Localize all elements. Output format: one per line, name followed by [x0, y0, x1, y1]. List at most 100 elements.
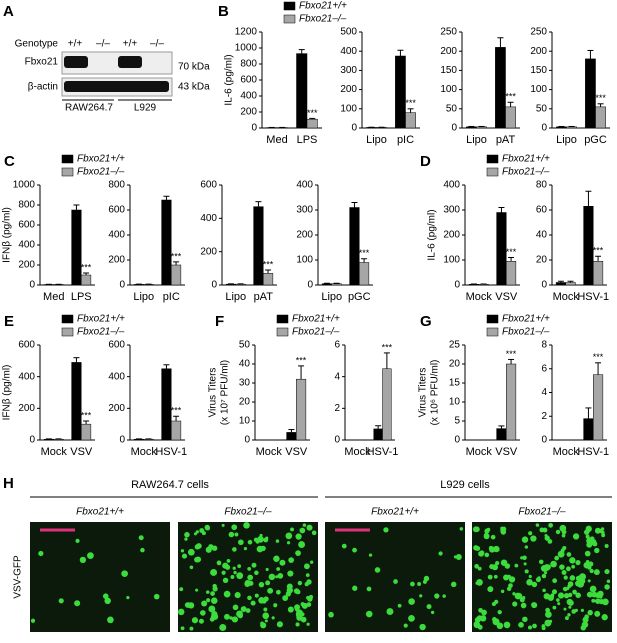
x-tick-label: Lipo [133, 291, 154, 303]
y-tick-label: 600 [18, 340, 35, 351]
cell [575, 609, 578, 612]
cell [607, 580, 611, 584]
x-tick-label: VSV [495, 446, 518, 458]
genotype: Fbxo21+/+ [76, 507, 124, 518]
cell [107, 617, 114, 624]
cell [605, 544, 609, 548]
legend-label: Fbxo21–/– [502, 327, 550, 338]
cell [231, 524, 237, 530]
cell [206, 547, 212, 553]
cell [515, 593, 522, 600]
cell [562, 534, 566, 538]
y-tick-label: 150 [440, 65, 457, 76]
bar [506, 364, 516, 440]
y-tick-label: 600 [108, 205, 125, 216]
cell [295, 622, 299, 626]
y-tick-label: 200 [108, 403, 125, 414]
cell [75, 539, 79, 543]
cell [525, 545, 528, 548]
bar [171, 421, 181, 440]
panel-label: H [3, 475, 14, 492]
cell [235, 592, 241, 598]
cell [597, 591, 603, 597]
x-tick-label: Lipo [556, 134, 577, 146]
image [30, 522, 170, 632]
cell [532, 624, 537, 629]
y-tick-label: 1200 [235, 27, 258, 38]
significance: *** [506, 247, 517, 257]
cell [584, 529, 589, 534]
y-tick-label: 300 [443, 205, 460, 216]
cell [244, 547, 247, 550]
cell [410, 582, 415, 587]
cell [256, 540, 260, 544]
cell [192, 617, 198, 623]
cell [121, 570, 128, 577]
bar [350, 208, 360, 286]
cell [222, 524, 225, 527]
panel-label: G [420, 313, 432, 330]
cell [299, 541, 303, 545]
bar [585, 59, 595, 128]
cell [309, 595, 313, 599]
legend-swatch [487, 315, 498, 323]
y-tick-label: 200 [108, 255, 125, 266]
cell [573, 533, 579, 539]
cell [182, 553, 187, 558]
y-tick-label: 0 [351, 123, 357, 134]
cell [522, 536, 528, 542]
cell [304, 563, 310, 569]
cell [276, 590, 281, 595]
cell [529, 575, 532, 578]
y-tick-label: 200 [200, 246, 217, 257]
x-tick-label: HSV-1 [577, 446, 609, 458]
cell [272, 616, 275, 619]
significance: *** [359, 248, 370, 258]
legend-swatch [62, 155, 73, 163]
y-tick-label: 50 [446, 103, 458, 114]
cell [126, 596, 129, 599]
y-tick-label: 40 [536, 230, 548, 241]
cell [282, 595, 288, 601]
y-tick-label: 100 [340, 103, 357, 114]
significance: *** [81, 410, 92, 420]
significance: *** [595, 93, 606, 103]
bar [477, 127, 487, 128]
cell [518, 622, 524, 628]
cell [139, 535, 144, 540]
cell [213, 586, 218, 591]
cell [393, 579, 398, 584]
cell [487, 528, 491, 532]
x-tick-label: Mock [466, 446, 493, 458]
genotype: Fbxo21–/– [224, 507, 272, 518]
y-tick-label: 200 [443, 230, 460, 241]
cell [273, 556, 279, 562]
cell [181, 626, 185, 630]
cell [500, 528, 505, 533]
cell [589, 569, 593, 573]
y-tick-label: 10 [239, 416, 251, 427]
cell [312, 530, 317, 535]
cell [581, 609, 584, 612]
x-tick-label: Mock [256, 446, 283, 458]
y-tick-label: 0 [454, 435, 460, 446]
cell [504, 622, 511, 629]
y-tick-label: 0 [29, 280, 35, 291]
cell [273, 603, 277, 607]
cell [310, 561, 313, 564]
y-tick-label: 800 [108, 180, 125, 191]
y-tick-label: 60 [536, 205, 548, 216]
significance: *** [506, 349, 517, 359]
bar [395, 56, 405, 128]
cell [585, 551, 591, 557]
cell [568, 593, 572, 597]
images [30, 522, 612, 632]
cell [184, 537, 187, 540]
y-tick-label: 0 [541, 435, 547, 446]
cell [488, 575, 493, 580]
x-tick-label: Lipo [366, 134, 387, 146]
y-tick-label: 1000 [13, 180, 36, 191]
x-tick-label: HSV-1 [155, 446, 187, 458]
cell [234, 533, 238, 537]
y-tick-label: 200 [296, 230, 313, 241]
